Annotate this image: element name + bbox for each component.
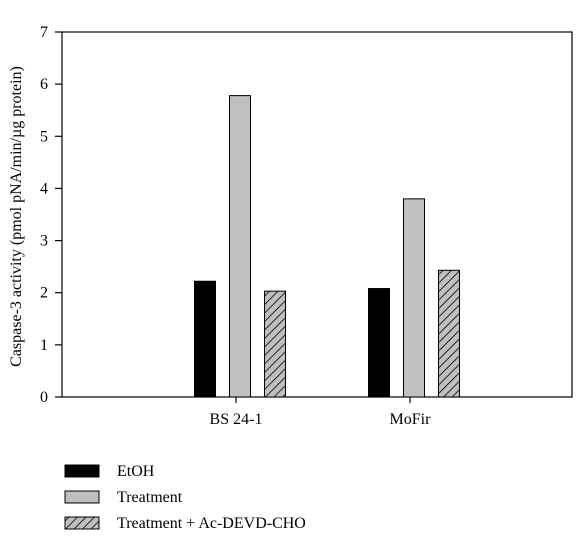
y-tick-label: 5 (40, 128, 48, 145)
plot-frame (61, 31, 573, 398)
bar (229, 95, 251, 398)
legend-label: EtOH (117, 463, 155, 480)
legend-swatch (64, 516, 100, 530)
legend: EtOH Treatment Treatment + Ac-DEVD-CHO (64, 463, 306, 532)
bar (438, 269, 460, 398)
plot-area: 0 1 2 3 4 5 6 7 Caspase-3 activity (pmol pNA/min… (8, 24, 573, 428)
bar (368, 288, 390, 398)
x-tick-label: MoFir (390, 411, 432, 428)
y-tick-label: 4 (40, 180, 48, 197)
x-tick-label: BS 24-1 (210, 411, 263, 428)
legend-label: Treatment (117, 489, 183, 506)
legend-label: Treatment + Ac-DEVD-CHO (117, 515, 306, 532)
legend-swatch (64, 464, 100, 478)
y-tick-label: 6 (40, 76, 48, 93)
y-tick-label: 3 (40, 233, 48, 250)
legend-swatch (64, 490, 100, 504)
y-tick-label: 1 (40, 337, 48, 354)
bar (194, 280, 216, 398)
bar (264, 290, 286, 398)
bar (403, 198, 425, 398)
y-tick-label: 7 (40, 24, 48, 41)
y-axis-title: Caspase-3 activity (pmol pNA/min/µg prot… (8, 66, 25, 367)
y-tick-label: 2 (40, 285, 48, 302)
y-tick-label: 0 (40, 389, 48, 406)
